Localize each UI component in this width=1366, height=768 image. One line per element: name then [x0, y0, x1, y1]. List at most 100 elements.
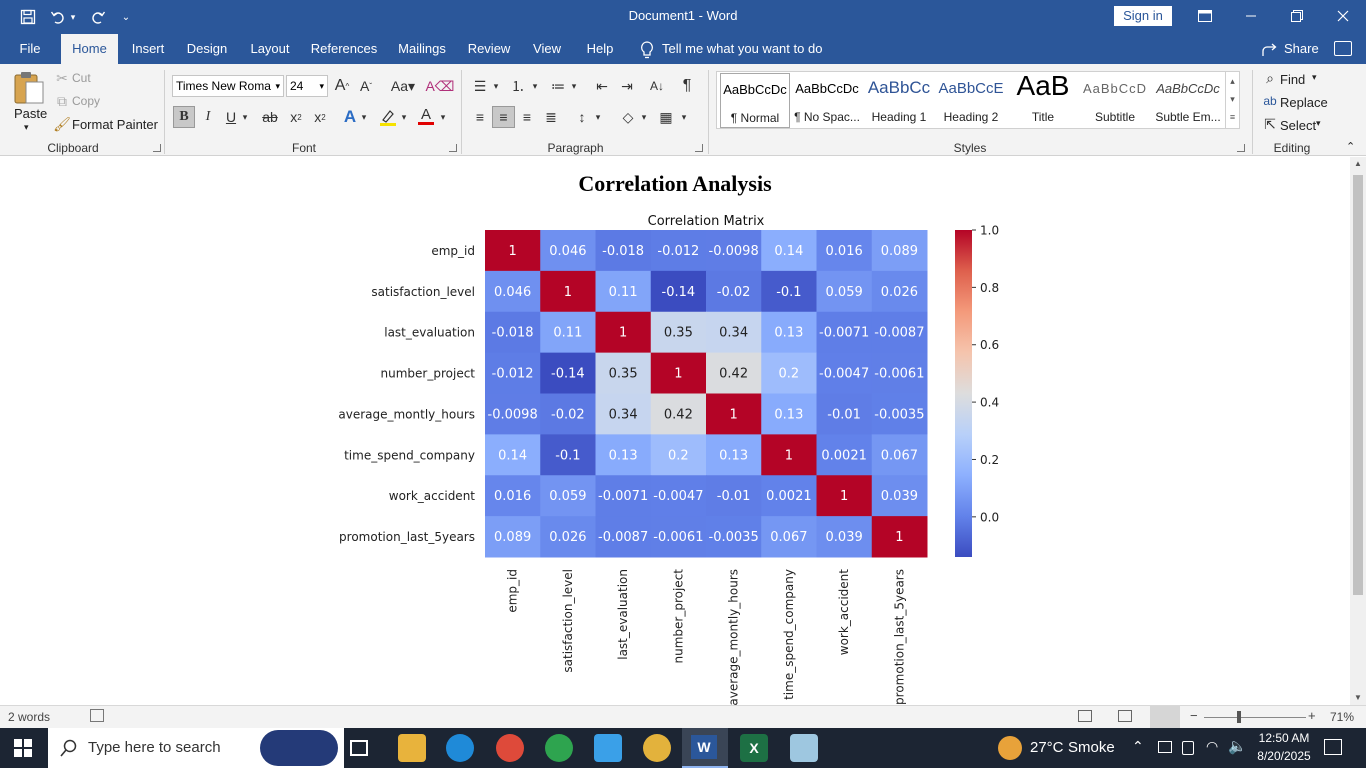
- change-case-icon[interactable]: Aa▾: [390, 77, 416, 94]
- paste-dropdown-icon[interactable]: ▾: [24, 122, 29, 132]
- chevron-down-icon[interactable]: ▾: [532, 80, 538, 91]
- replace-button[interactable]: Replace: [1280, 95, 1328, 110]
- shading-icon[interactable]: ◇: [622, 108, 634, 125]
- zoom-in-icon[interactable]: +: [1308, 708, 1316, 723]
- chevron-down-icon[interactable]: ▾: [1316, 118, 1321, 128]
- italic-icon[interactable]: I: [205, 109, 211, 124]
- style-subtle-emphasis[interactable]: AaBbCcDc Subtle Em...: [1152, 73, 1224, 128]
- undo-dropdown-icon[interactable]: ▾: [70, 11, 76, 22]
- share-button[interactable]: Share: [1262, 34, 1319, 64]
- weather-icon[interactable]: [998, 736, 1022, 760]
- multilevel-list-icon[interactable]: ≔: [551, 77, 565, 94]
- tab-home[interactable]: Home: [61, 34, 118, 64]
- tab-mailings[interactable]: Mailings: [398, 41, 446, 56]
- vertical-scrollbar[interactable]: ▲ ▼: [1350, 157, 1366, 705]
- text-effects-icon[interactable]: A: [343, 107, 357, 126]
- clock-date[interactable]: 8/20/2025: [1257, 749, 1311, 763]
- chevron-down-icon[interactable]: ▾: [595, 111, 601, 122]
- wifi-icon[interactable]: ◠: [1206, 738, 1219, 754]
- ribbon-display-options-icon[interactable]: [1190, 4, 1220, 28]
- comments-icon[interactable]: [1334, 41, 1352, 56]
- style-heading-2[interactable]: AaBbCcE Heading 2: [936, 73, 1006, 128]
- meet-now-icon[interactable]: [1182, 741, 1194, 755]
- zoom-slider[interactable]: [1204, 717, 1306, 718]
- find-button[interactable]: Find: [1280, 72, 1306, 87]
- chrome-icon[interactable]: [643, 734, 671, 762]
- font-size-combo[interactable]: 24 ▾: [286, 75, 328, 97]
- minimize-icon[interactable]: [1236, 4, 1266, 28]
- chevron-down-icon[interactable]: ▾: [242, 111, 248, 122]
- notes-icon[interactable]: [790, 734, 818, 762]
- chevron-down-icon[interactable]: ▾: [361, 111, 367, 122]
- show-hidden-icons-icon[interactable]: ⌃: [1132, 738, 1144, 754]
- windows-start-icon[interactable]: [14, 739, 32, 757]
- word-count[interactable]: 2 words: [8, 710, 51, 724]
- tab-help[interactable]: Help: [586, 41, 614, 56]
- align-right-icon[interactable]: ≡: [522, 109, 532, 125]
- clipboard-launcher-icon[interactable]: [153, 144, 161, 152]
- tell-me-box[interactable]: Tell me what you want to do: [640, 34, 822, 64]
- photos-icon[interactable]: [594, 734, 622, 762]
- proofing-icon[interactable]: [90, 709, 104, 722]
- show-formatting-icon[interactable]: ¶: [682, 77, 692, 94]
- paste-label[interactable]: Paste: [14, 106, 48, 121]
- tab-view[interactable]: View: [533, 41, 561, 56]
- zoom-level[interactable]: 71%: [1330, 710, 1355, 724]
- tab-file[interactable]: File: [19, 41, 41, 56]
- chrome-profile-k-icon[interactable]: [545, 734, 573, 762]
- font-color-icon[interactable]: A: [416, 106, 436, 126]
- document-heading[interactable]: Correlation Analysis: [578, 171, 772, 196]
- sign-in-button[interactable]: Sign in: [1114, 6, 1172, 26]
- zoom-out-icon[interactable]: −: [1190, 708, 1198, 723]
- font-name-combo[interactable]: Times New Roma ▾: [172, 75, 284, 97]
- chevron-down-icon[interactable]: ▾: [1312, 72, 1317, 82]
- zoom-slider-thumb[interactable]: [1237, 711, 1241, 723]
- chevron-down-icon[interactable]: ▾: [681, 111, 687, 122]
- copy-button[interactable]: Copy: [72, 94, 101, 108]
- excel-icon[interactable]: X: [740, 734, 768, 762]
- borders-icon[interactable]: ▦: [659, 108, 673, 125]
- document-page[interactable]: Correlation Analysis Correlation Matrix 1…: [0, 157, 1350, 705]
- select-button[interactable]: Select: [1280, 118, 1317, 133]
- tab-review[interactable]: Review: [467, 41, 511, 56]
- notifications-icon[interactable]: [1324, 739, 1342, 755]
- bold-icon[interactable]: B: [173, 106, 195, 128]
- undo-icon[interactable]: [46, 6, 70, 28]
- highlight-icon[interactable]: [378, 107, 398, 127]
- align-left-icon[interactable]: ≡: [475, 109, 485, 125]
- taskbar-search[interactable]: Type here to search: [48, 728, 344, 768]
- style-normal[interactable]: AaBbCcDc ¶ Normal: [720, 73, 790, 128]
- chrome-profile-e-icon[interactable]: [496, 734, 524, 762]
- grow-font-icon[interactable]: A ^: [334, 77, 350, 94]
- format-painter-button[interactable]: Format Painter: [72, 117, 158, 132]
- tab-references[interactable]: References: [310, 41, 378, 56]
- cut-button[interactable]: Cut: [72, 71, 91, 85]
- clock-time[interactable]: 12:50 AM: [1258, 731, 1310, 745]
- line-spacing-icon[interactable]: ↕: [578, 109, 586, 125]
- chevron-down-icon[interactable]: ▾: [641, 111, 647, 122]
- font-launcher-icon[interactable]: [449, 144, 457, 152]
- paragraph-launcher-icon[interactable]: [695, 144, 703, 152]
- chevron-down-icon[interactable]: ▾: [440, 111, 446, 122]
- weather-text[interactable]: Smoke: [1068, 739, 1115, 756]
- web-layout-icon[interactable]: [1150, 706, 1180, 728]
- scroll-thumb[interactable]: [1353, 175, 1363, 595]
- save-icon[interactable]: [16, 6, 40, 28]
- scroll-down-icon[interactable]: ▼: [1354, 693, 1362, 702]
- tab-insert[interactable]: Insert: [131, 41, 165, 56]
- sort-icon[interactable]: A↓: [649, 79, 664, 93]
- style-heading-1[interactable]: AaBbCc Heading 1: [864, 73, 934, 128]
- bullets-icon[interactable]: ☰: [473, 77, 487, 94]
- task-view-icon[interactable]: [350, 740, 368, 756]
- word-taskbar-button[interactable]: W: [682, 728, 728, 768]
- close-icon[interactable]: [1328, 4, 1358, 28]
- paste-icon[interactable]: [12, 70, 46, 106]
- style-no-spacing[interactable]: AaBbCcDc ¶ No Spac...: [792, 73, 862, 128]
- justify-icon[interactable]: ≣: [545, 108, 557, 125]
- read-mode-icon[interactable]: [1078, 710, 1092, 722]
- redo-icon[interactable]: [86, 6, 110, 28]
- increase-indent-icon[interactable]: ⇥: [621, 77, 633, 94]
